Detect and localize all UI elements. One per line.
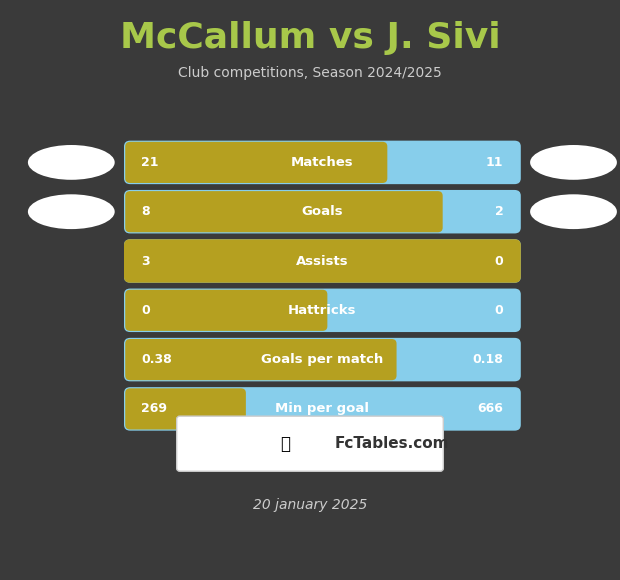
Text: 0: 0: [141, 304, 150, 317]
FancyBboxPatch shape: [124, 338, 521, 382]
FancyBboxPatch shape: [124, 141, 521, 184]
Text: 0.18: 0.18: [472, 353, 503, 366]
Ellipse shape: [530, 145, 617, 180]
Text: 21: 21: [141, 156, 159, 169]
Text: Matches: Matches: [291, 156, 354, 169]
FancyBboxPatch shape: [124, 240, 521, 283]
Ellipse shape: [28, 194, 115, 229]
Text: 0: 0: [495, 255, 503, 267]
FancyBboxPatch shape: [125, 142, 388, 183]
Text: 0.38: 0.38: [141, 353, 172, 366]
Text: McCallum vs J. Sivi: McCallum vs J. Sivi: [120, 21, 500, 55]
Text: Hattricks: Hattricks: [288, 304, 356, 317]
Text: 11: 11: [486, 156, 503, 169]
Ellipse shape: [530, 194, 617, 229]
FancyBboxPatch shape: [124, 240, 521, 283]
Text: Goals: Goals: [301, 205, 343, 218]
FancyBboxPatch shape: [124, 190, 521, 233]
FancyBboxPatch shape: [177, 416, 443, 471]
Text: 666: 666: [477, 403, 503, 415]
Text: 2: 2: [495, 205, 503, 218]
FancyBboxPatch shape: [125, 191, 443, 232]
Text: 20 january 2025: 20 january 2025: [253, 498, 367, 512]
Text: 0: 0: [495, 304, 503, 317]
FancyBboxPatch shape: [125, 290, 327, 331]
Text: Club competitions, Season 2024/2025: Club competitions, Season 2024/2025: [178, 66, 442, 79]
Text: Goals per match: Goals per match: [261, 353, 384, 366]
Text: Min per goal: Min per goal: [275, 403, 370, 415]
Text: FcTables.com: FcTables.com: [335, 436, 450, 451]
Text: 📊: 📊: [280, 434, 290, 453]
FancyBboxPatch shape: [124, 289, 521, 332]
Text: 8: 8: [141, 205, 150, 218]
Text: Assists: Assists: [296, 255, 348, 267]
Ellipse shape: [28, 145, 115, 180]
Text: 3: 3: [141, 255, 150, 267]
FancyBboxPatch shape: [125, 339, 397, 380]
FancyBboxPatch shape: [124, 387, 521, 431]
FancyBboxPatch shape: [125, 389, 246, 430]
Text: 269: 269: [141, 403, 167, 415]
